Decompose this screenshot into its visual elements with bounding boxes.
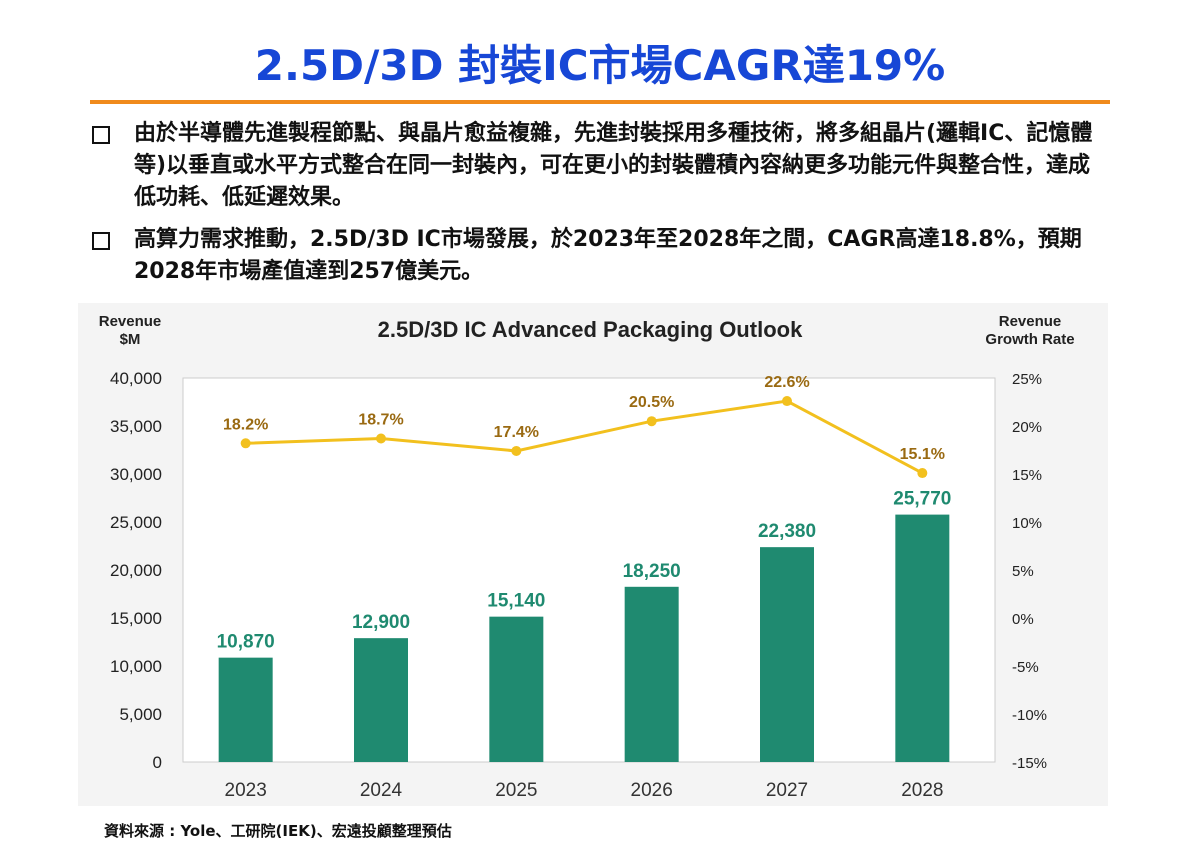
title-divider <box>90 100 1110 104</box>
y-tick-label: 40,000 <box>110 369 162 388</box>
y-tick-label: 0 <box>153 753 162 772</box>
y2-axis-label: Revenue <box>999 313 1062 330</box>
growth-label: 17.4% <box>494 424 539 441</box>
y-axis-label: Revenue <box>99 313 162 330</box>
y-tick-label: 35,000 <box>110 417 162 436</box>
bar-label: 25,770 <box>893 489 951 510</box>
bullet-1: 由於半導體先進製程節點、與晶片愈益複雜，先進封裝採用多種技術，將多組晶片(邏輯I… <box>92 118 1112 214</box>
x-tick-label: 2026 <box>631 780 673 801</box>
x-tick-label: 2025 <box>495 780 537 801</box>
y2-tick-label: 15% <box>1012 467 1042 484</box>
y-tick-label: 15,000 <box>110 609 162 628</box>
square-bullet-icon <box>92 232 110 250</box>
y2-tick-label: 25% <box>1012 371 1042 388</box>
growth-rate-line <box>245 399 924 475</box>
bullet-2: 高算力需求推動，2.5D/3D IC市場發展，於2023年至2028年之間，CA… <box>92 224 1112 288</box>
growth-label: 18.2% <box>223 416 268 433</box>
growth-point-2025 <box>511 445 522 456</box>
bullet-text: 由於半導體先進製程節點、與晶片愈益複雜，先進封裝採用多種技術，將多組晶片(邏輯I… <box>134 121 1093 210</box>
y2-tick-label: -5% <box>1012 659 1039 676</box>
growth-point-2023 <box>240 438 251 449</box>
bar-label: 18,250 <box>623 561 681 582</box>
y-tick-label: 25,000 <box>110 513 162 532</box>
slide-title: 2.5D/3D 封裝IC市場CAGR達19% <box>254 41 946 90</box>
y2-tick-label: 10% <box>1012 515 1042 532</box>
growth-point-2027 <box>782 396 792 407</box>
x-tick-label: 2027 <box>766 780 808 801</box>
growth-point-2026 <box>646 416 657 427</box>
growth-point-2028 <box>917 468 928 479</box>
growth-label: 15.1% <box>900 446 945 463</box>
growth-point-2024 <box>376 433 386 444</box>
y2-tick-label: 20% <box>1012 419 1042 436</box>
y2-tick-label: 5% <box>1012 563 1034 580</box>
growth-label: 22.6% <box>764 374 809 391</box>
x-tick-label: 2028 <box>901 780 943 801</box>
y2-tick-label: -10% <box>1012 707 1047 724</box>
bullet-text: 高算力需求推動，2.5D/3D IC市場發展，於2023年至2028年之間，CA… <box>134 227 1082 284</box>
bar-label: 15,140 <box>487 591 545 612</box>
bar-label: 12,900 <box>352 612 410 633</box>
x-tick-label: 2024 <box>360 780 403 801</box>
bar-2028 <box>895 514 950 762</box>
growth-label: 18.7% <box>358 411 403 428</box>
y-tick-label: 20,000 <box>110 561 162 580</box>
y-axis-label: $M <box>120 331 141 348</box>
x-tick-label: 2023 <box>225 780 267 801</box>
bar-2024 <box>354 638 408 762</box>
y-tick-label: 10,000 <box>110 657 162 676</box>
bar-label: 10,870 <box>217 632 275 653</box>
y2-axis-label: Growth Rate <box>985 331 1074 348</box>
source-note: 資料來源 : Yole、工研院(IEK)、宏遠投顧整理預估 <box>104 822 452 840</box>
y2-tick-label: 0% <box>1012 611 1034 628</box>
y-tick-label: 5,000 <box>119 705 162 724</box>
bar-2027 <box>760 547 814 762</box>
square-bullet-icon <box>92 126 110 144</box>
growth-label: 20.5% <box>629 394 674 411</box>
y-tick-label: 30,000 <box>110 465 162 484</box>
bar-label: 22,380 <box>758 521 816 542</box>
bar-2026 <box>624 586 679 762</box>
chart-title: 2.5D/3D IC Advanced Packaging Outlook <box>378 317 803 342</box>
y2-tick-label: -15% <box>1012 755 1047 772</box>
bar-2023 <box>218 657 273 762</box>
bar-2025 <box>489 616 544 762</box>
